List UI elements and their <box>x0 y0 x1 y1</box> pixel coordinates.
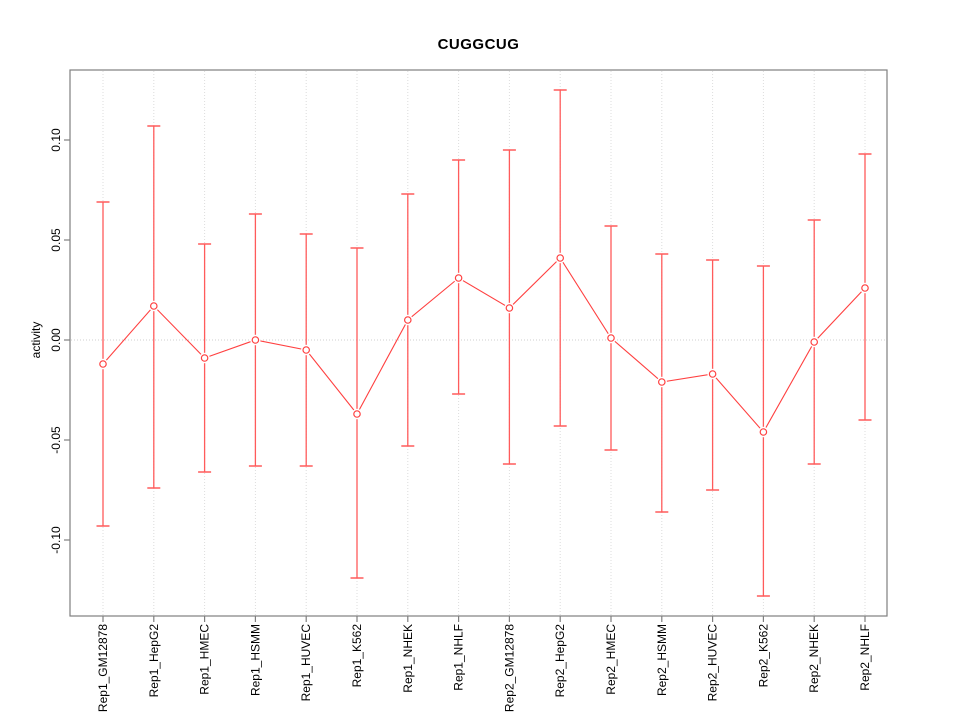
x-tick-label: Rep2_GM12878 <box>502 624 516 712</box>
data-point <box>861 284 869 292</box>
x-tick-label: Rep2_K562 <box>756 624 770 688</box>
data-point <box>556 254 565 262</box>
x-tick-label: Rep1_HUVEC <box>299 624 313 702</box>
series-line <box>102 257 866 433</box>
x-tick-label: Rep2_NHEK <box>807 624 821 693</box>
x-tick-label: Rep1_HMEC <box>198 624 212 695</box>
x-tick-label: Rep1_GM12878 <box>96 624 110 712</box>
data-point <box>251 336 260 344</box>
data-point <box>403 316 412 324</box>
data-point <box>200 354 209 362</box>
x-tick-label: Rep2_NHLF <box>858 624 872 691</box>
data-point <box>353 410 361 418</box>
data-point <box>454 274 463 282</box>
x-tick-label: Rep2_HepG2 <box>553 624 567 698</box>
data-point <box>708 370 717 378</box>
data-point <box>150 302 158 310</box>
plot-box <box>69 69 888 617</box>
y-tick-label: -0.10 <box>49 526 63 554</box>
y-tick-label: 0.00 <box>49 328 63 352</box>
x-tick-label: Rep2_HMEC <box>604 624 618 695</box>
data-point <box>302 346 311 354</box>
data-point <box>657 378 666 386</box>
y-tick-label: -0.05 <box>49 426 63 454</box>
data-point <box>810 338 819 346</box>
x-tick-label: Rep1_HSMM <box>248 624 262 696</box>
data-point <box>607 334 615 342</box>
x-tick-label: Rep2_HUVEC <box>706 624 720 702</box>
data-point <box>505 304 514 312</box>
x-tick-label: Rep2_HSMM <box>655 624 669 696</box>
data-point <box>99 360 107 368</box>
data-point <box>759 428 768 436</box>
x-tick-label: Rep1_NHLF <box>452 624 466 691</box>
y-tick-label: 0.05 <box>49 228 63 252</box>
x-tick-label: Rep1_HepG2 <box>147 624 161 698</box>
x-tick-label: Rep1_K562 <box>350 624 364 688</box>
chart-title: CUGGCUG <box>437 36 520 53</box>
x-tick-label: Rep1_NHEK <box>401 624 415 693</box>
y-axis-title: activity <box>29 321 43 359</box>
y-tick-label: 0.10 <box>49 128 63 152</box>
